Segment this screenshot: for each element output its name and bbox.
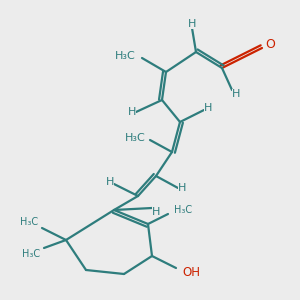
Text: H: H	[178, 183, 186, 193]
Text: H: H	[232, 89, 240, 99]
Text: H₃C: H₃C	[115, 51, 136, 61]
Text: OH: OH	[182, 266, 200, 278]
Text: H₃C: H₃C	[125, 133, 146, 143]
Text: H: H	[106, 177, 114, 187]
Text: H: H	[204, 103, 212, 113]
Text: H₃C: H₃C	[20, 217, 38, 227]
Text: H: H	[152, 207, 160, 217]
Text: O: O	[265, 38, 275, 50]
Text: H: H	[128, 107, 136, 117]
Text: H₃C: H₃C	[22, 249, 40, 259]
Text: H: H	[188, 19, 196, 29]
Text: H₃C: H₃C	[174, 205, 192, 215]
